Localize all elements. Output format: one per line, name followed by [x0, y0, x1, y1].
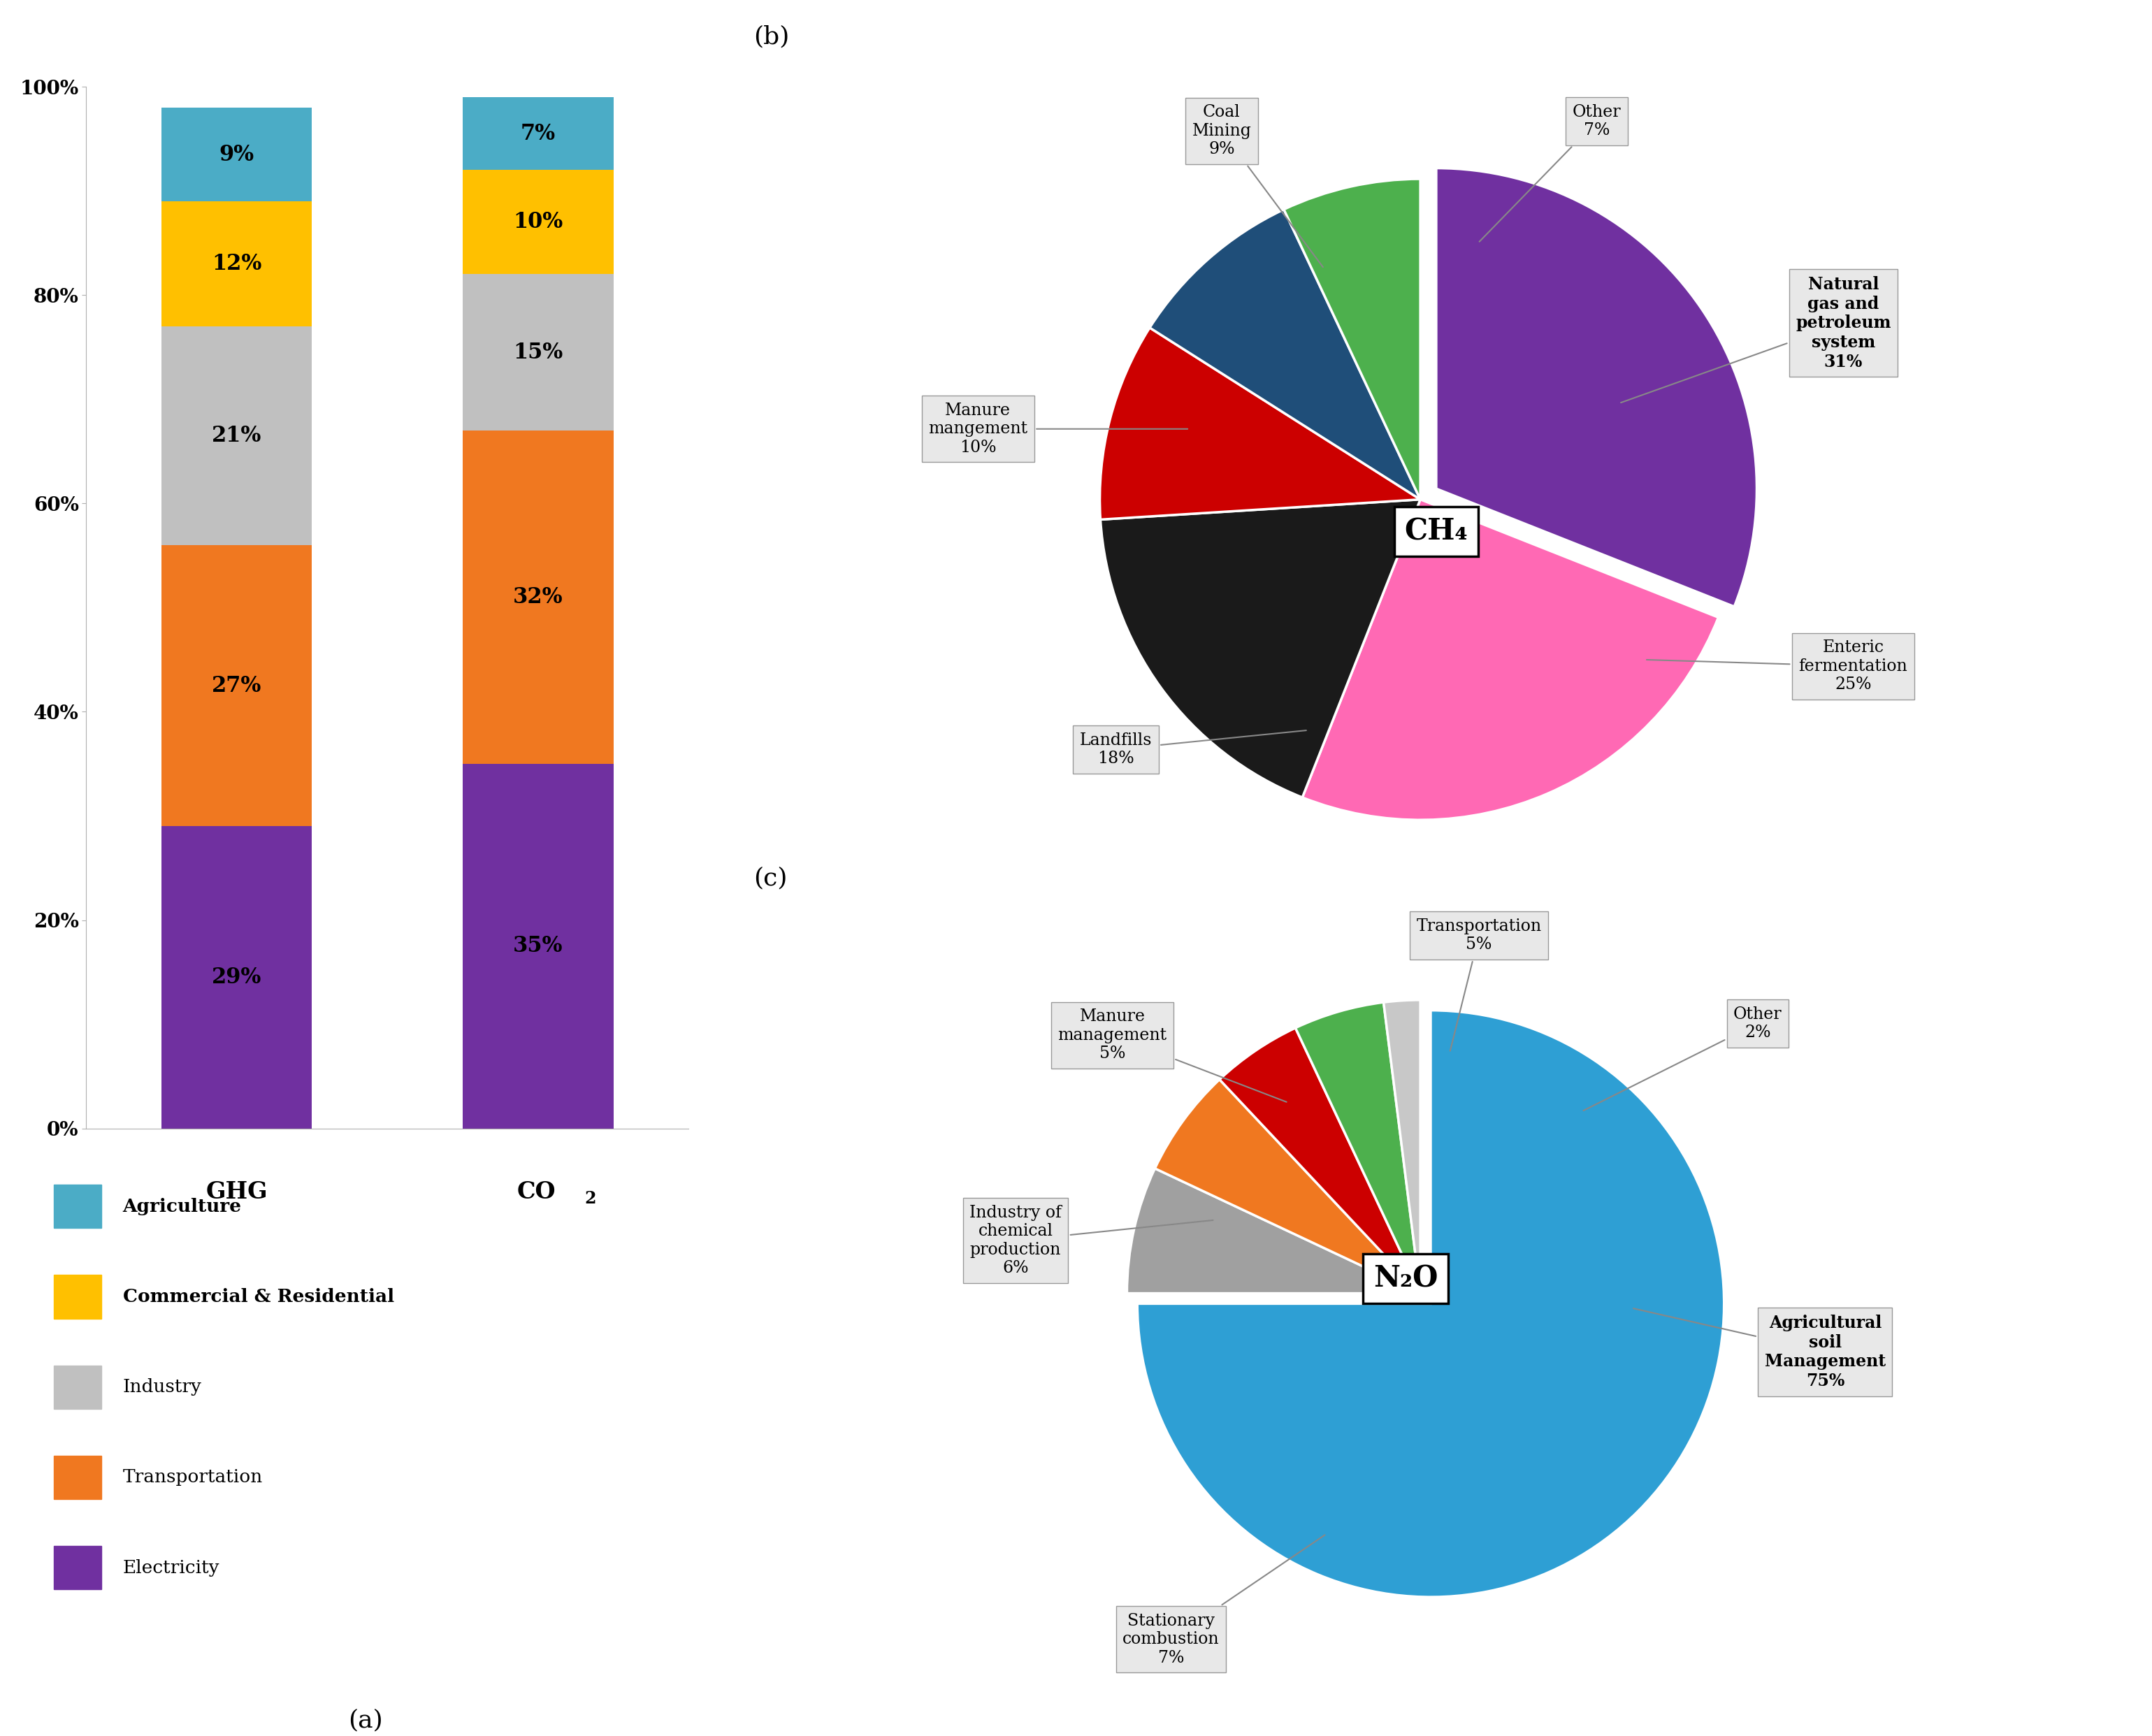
Text: 2: 2	[585, 1189, 596, 1207]
Text: 32%: 32%	[512, 587, 564, 608]
Text: Coal
Mining
9%: Coal Mining 9%	[1192, 104, 1323, 267]
Wedge shape	[1128, 1168, 1420, 1293]
Wedge shape	[1100, 500, 1420, 797]
Text: Agricultural
soil
Management
75%: Agricultural soil Management 75%	[1633, 1309, 1885, 1389]
Text: 27%: 27%	[211, 675, 263, 696]
Text: Transportation: Transportation	[123, 1469, 263, 1486]
Text: Other
7%: Other 7%	[1478, 104, 1620, 241]
Bar	[463, 274, 613, 431]
Wedge shape	[1156, 1080, 1420, 1293]
Text: CH₄: CH₄	[1405, 517, 1468, 547]
Text: 9%: 9%	[220, 144, 254, 165]
Text: (c): (c)	[753, 866, 788, 891]
Bar	[463, 431, 613, 764]
Text: (b): (b)	[753, 24, 790, 49]
Wedge shape	[1100, 328, 1420, 519]
Wedge shape	[1296, 1002, 1420, 1293]
Text: Stationary
combustion
7%: Stationary combustion 7%	[1123, 1535, 1326, 1667]
Bar	[161, 108, 312, 201]
Wedge shape	[1384, 1000, 1420, 1293]
Text: 7%: 7%	[521, 123, 555, 144]
Text: (a): (a)	[349, 1708, 383, 1733]
Text: CO: CO	[516, 1180, 555, 1203]
Text: Transportation
5%: Transportation 5%	[1416, 918, 1541, 1050]
Wedge shape	[1149, 210, 1420, 500]
Text: Enteric
fermentation
25%: Enteric fermentation 25%	[1646, 639, 1907, 693]
Text: 12%: 12%	[211, 253, 263, 274]
Text: Electricity: Electricity	[123, 1559, 220, 1576]
Bar	[463, 170, 613, 274]
Bar	[161, 326, 312, 545]
Text: 29%: 29%	[211, 967, 263, 988]
Text: 10%: 10%	[512, 212, 564, 233]
Wedge shape	[1435, 168, 1756, 606]
Bar	[463, 97, 613, 170]
Text: Manure
mangement
10%: Manure mangement 10%	[928, 403, 1188, 455]
Text: 15%: 15%	[512, 342, 564, 363]
Bar	[161, 826, 312, 1128]
Bar	[161, 201, 312, 326]
Text: Natural
gas and
petroleum
system
31%: Natural gas and petroleum system 31%	[1620, 276, 1892, 403]
Text: Other
2%: Other 2%	[1584, 1007, 1782, 1111]
Bar	[463, 764, 613, 1128]
Wedge shape	[1302, 500, 1717, 819]
Text: Landfills
18%: Landfills 18%	[1080, 731, 1306, 767]
Text: Agriculture: Agriculture	[123, 1198, 241, 1215]
Text: 35%: 35%	[512, 936, 564, 957]
Text: GHG: GHG	[207, 1180, 267, 1203]
Text: Industry of
chemical
production
6%: Industry of chemical production 6%	[968, 1205, 1214, 1276]
Text: Manure
management
5%: Manure management 5%	[1059, 1009, 1287, 1102]
Wedge shape	[1138, 1010, 1724, 1597]
Wedge shape	[1220, 1028, 1420, 1293]
Text: N₂O: N₂O	[1373, 1264, 1438, 1293]
Wedge shape	[1285, 179, 1420, 500]
Text: Commercial & Residential: Commercial & Residential	[123, 1288, 394, 1305]
Bar	[161, 545, 312, 826]
Text: 21%: 21%	[211, 425, 263, 446]
Text: Industry: Industry	[123, 1378, 202, 1396]
